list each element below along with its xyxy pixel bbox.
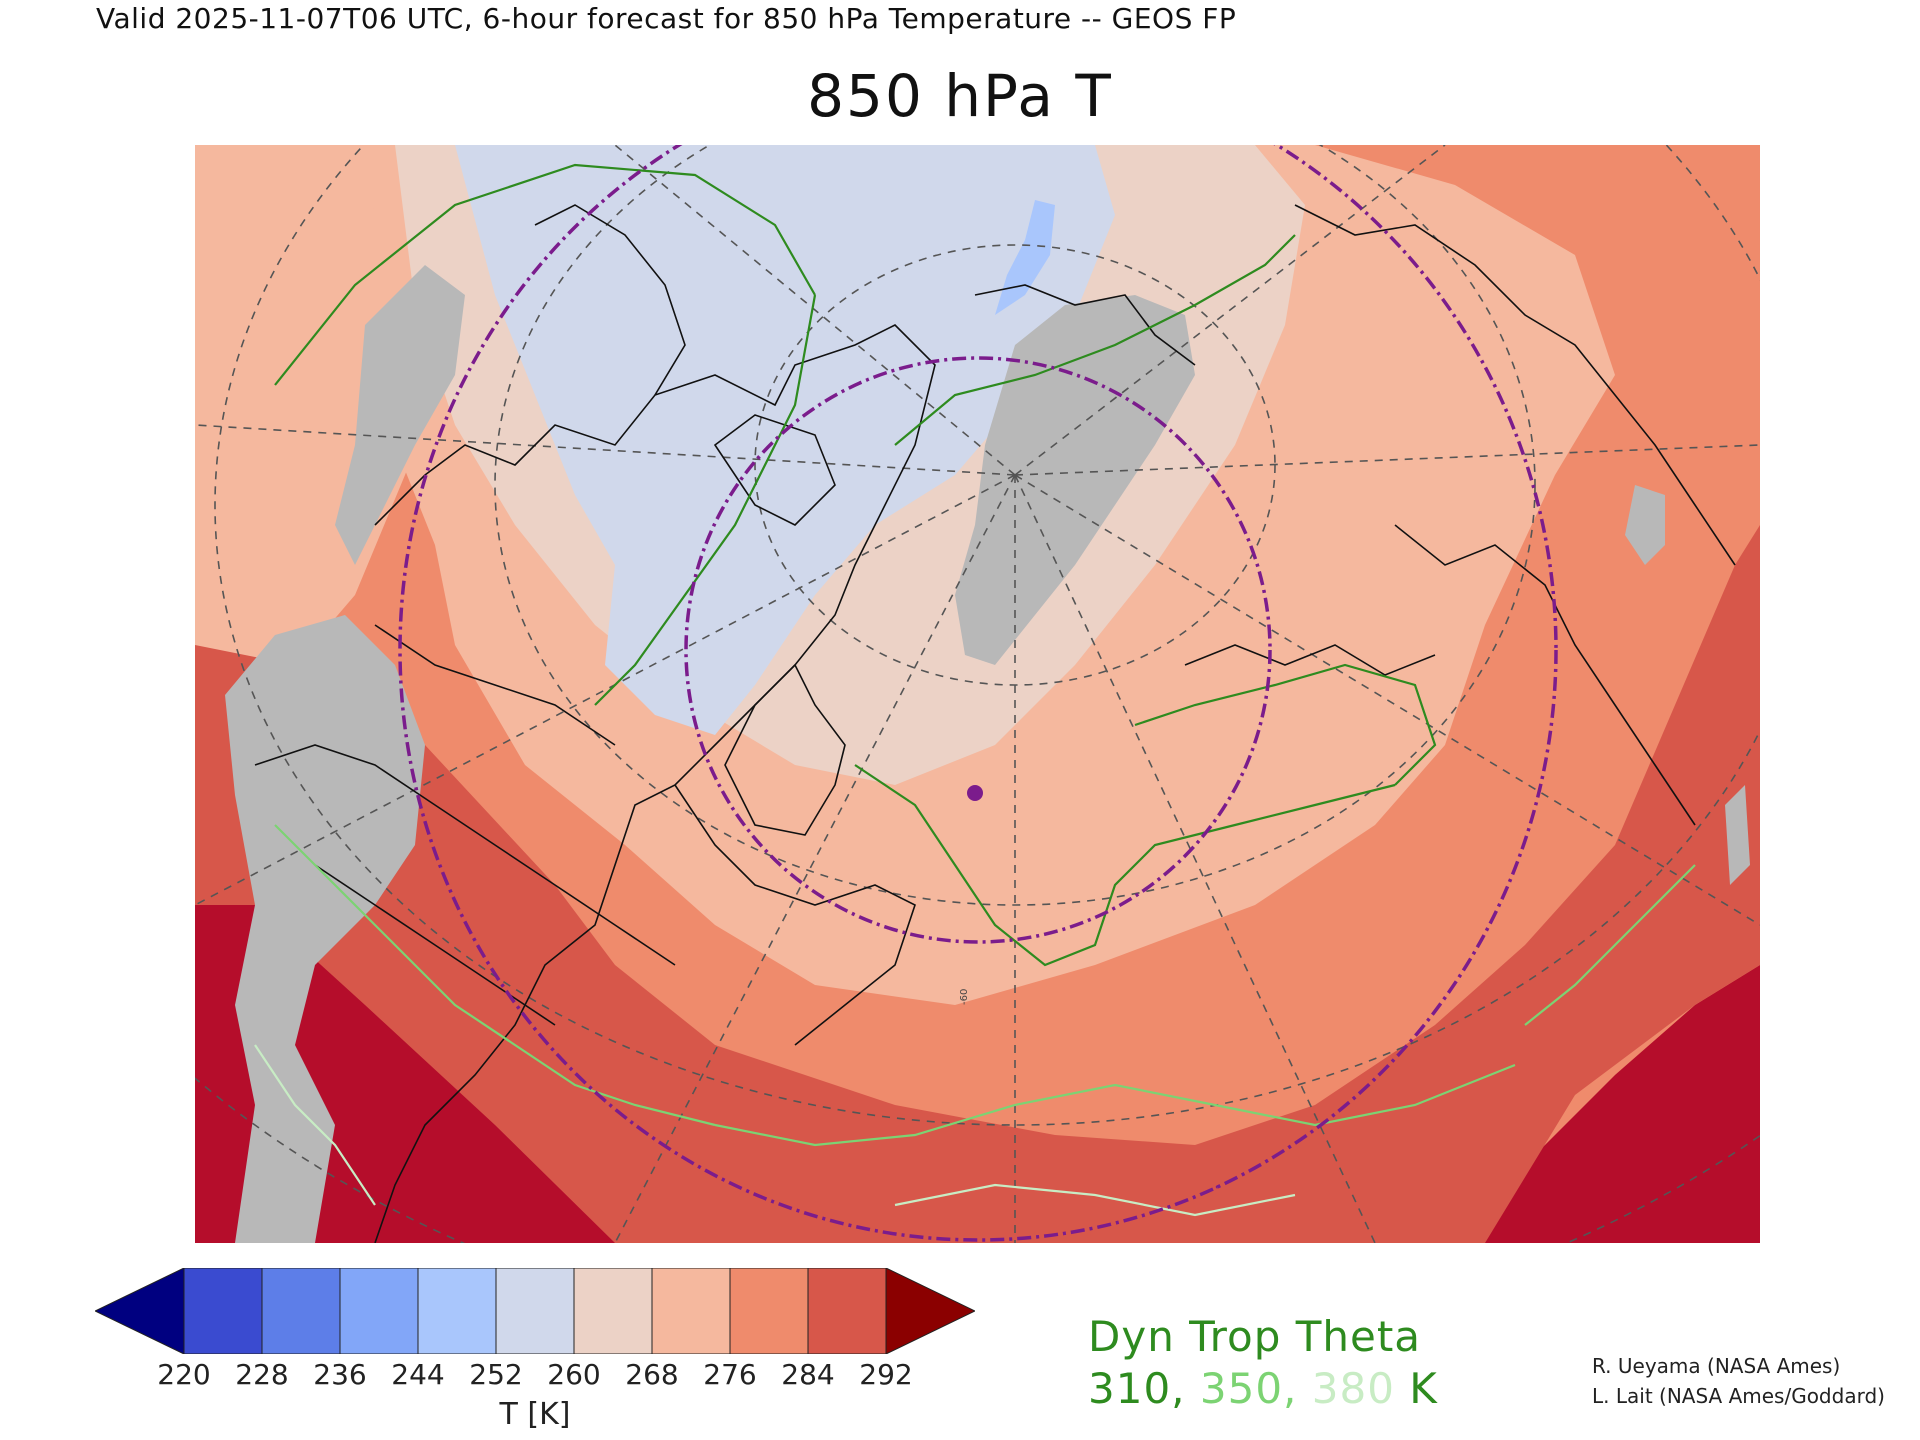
colorbar-box	[807, 1268, 887, 1354]
outer-reference-circle	[398, 145, 1558, 1242]
colorbar-box	[495, 1268, 575, 1354]
temperature-band-284	[195, 525, 1760, 1243]
colorbar	[95, 1268, 975, 1354]
colorbar-tick-label: 220	[157, 1358, 211, 1391]
overlay-values: 310, 350, 380 K	[1088, 1364, 1438, 1413]
overlay-separator: ,	[1283, 1364, 1312, 1413]
plot-title: 850 hPa T	[807, 62, 1113, 130]
valid-time-line: Valid 2025-11-07T06 UTC, 6-hour forecast…	[96, 2, 1237, 35]
colorbar-box	[183, 1268, 263, 1354]
colorbar-box	[339, 1268, 419, 1354]
colorbar-tick-label: 268	[625, 1358, 679, 1391]
credit-line-1: R. Ueyama (NASA Ames)	[1592, 1354, 1841, 1378]
colorbar-tick-label: 260	[547, 1358, 601, 1391]
colorbar-tick-label: 276	[703, 1358, 757, 1391]
dyn-trop-theta-contours	[254, 163, 1696, 1217]
colorbar-unit-label: T [K]	[499, 1397, 571, 1432]
graticule	[195, 145, 1760, 1243]
terrain-alaska	[335, 265, 465, 565]
colorbar-box	[651, 1268, 731, 1354]
colorbar-under-triangle	[95, 1268, 185, 1354]
warm-region-east	[1475, 965, 1760, 1243]
colorbar-tick-label: 284	[781, 1358, 835, 1391]
temperature-map: -60	[195, 145, 1760, 1243]
terrain-western-mountains	[225, 615, 425, 1243]
overlay-value-380: 380	[1311, 1364, 1395, 1413]
colorbar-tick-label: 244	[391, 1358, 445, 1391]
warm-region-west	[195, 865, 895, 1243]
coastlines	[254, 204, 1736, 1243]
overlay-value-350: 350	[1199, 1364, 1284, 1413]
terrain-east-2	[1725, 785, 1750, 885]
colorbar-box	[261, 1268, 341, 1354]
overlay-separator: ,	[1171, 1364, 1200, 1413]
terrain-east	[1625, 485, 1665, 565]
contour-label: -60	[959, 989, 970, 1005]
temperature-band-252	[455, 145, 1115, 735]
overlay-title: Dyn Trop Theta	[1088, 1312, 1422, 1361]
colorbar-box	[417, 1268, 497, 1354]
colorbar-boxes	[183, 1268, 887, 1354]
center-marker	[967, 785, 983, 801]
overlay-value-310: 310	[1088, 1364, 1172, 1413]
colorbar-tick-label: 228	[235, 1358, 289, 1391]
temperature-band-244	[995, 200, 1055, 315]
colorbar-tick-label: 292	[859, 1358, 913, 1391]
colorbar-over-triangle	[885, 1268, 975, 1354]
credit-line-2: L. Lait (NASA Ames/Goddard)	[1592, 1384, 1885, 1408]
colorbar-box	[573, 1268, 653, 1354]
colorbar-tick-label: 236	[313, 1358, 367, 1391]
colorbar-tick-label: 252	[469, 1358, 523, 1391]
reference-circles	[398, 145, 1558, 1242]
inner-reference-circle	[684, 356, 1272, 944]
overlay-unit: K	[1394, 1364, 1438, 1413]
colorbar-box	[729, 1268, 809, 1354]
